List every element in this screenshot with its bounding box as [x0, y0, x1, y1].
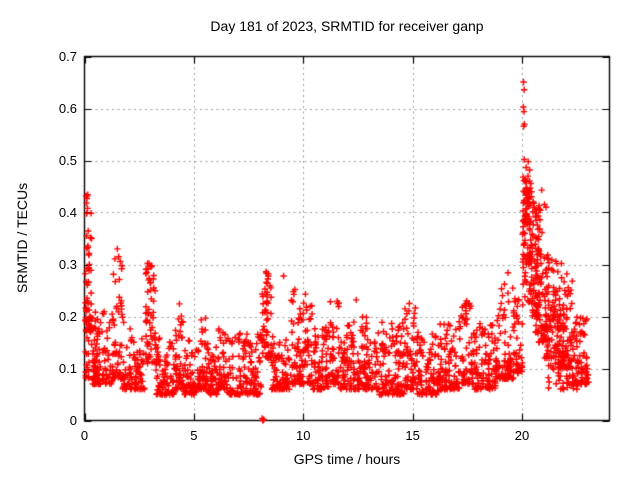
- x-tick-label: 0: [80, 428, 89, 443]
- y-tick-label: 0: [69, 412, 77, 428]
- y-tick-label: 0.3: [58, 256, 77, 272]
- x-tick-label: 10: [296, 428, 311, 443]
- x-tick-label: 20: [514, 428, 530, 443]
- x-tick-label: 5: [190, 428, 198, 443]
- y-tick-label: 0.4: [58, 204, 77, 220]
- y-tick-label: 0.2: [58, 308, 77, 324]
- x-axis-label: GPS time / hours: [293, 451, 401, 467]
- y-tick-label: 0.6: [58, 100, 77, 116]
- y-axis-label: SRMTID / TECUs: [14, 182, 30, 294]
- y-tick-label: 0.7: [58, 48, 77, 64]
- x-tick-label: 15: [405, 428, 420, 443]
- y-tick-label: 0.5: [58, 152, 77, 168]
- y-tick-label: 0.1: [58, 360, 77, 376]
- chart-title: Day 181 of 2023, SRMTID for receiver gan…: [210, 18, 484, 34]
